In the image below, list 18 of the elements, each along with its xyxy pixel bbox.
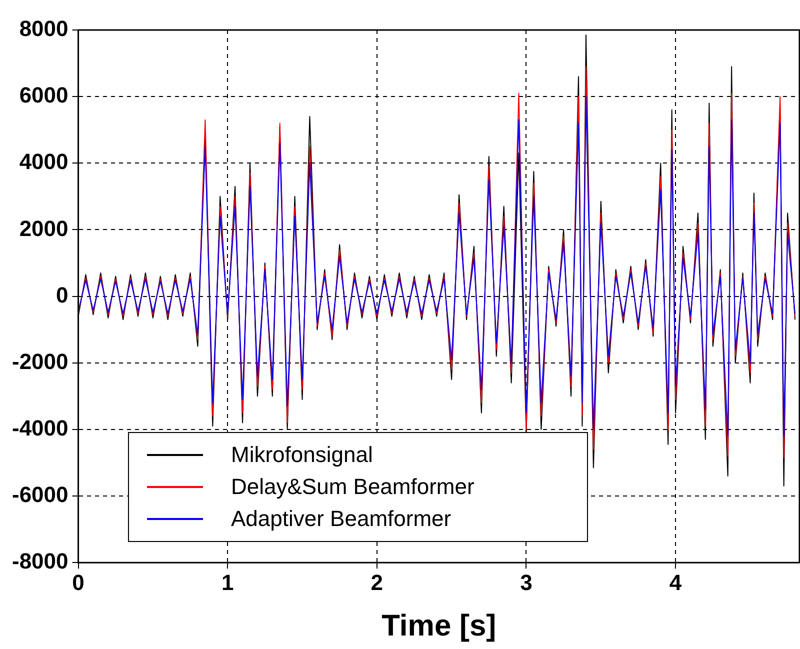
y-tick-label: 0 — [56, 282, 68, 308]
y-tick-label: 4000 — [19, 149, 68, 174]
x-tick-label: 2 — [370, 570, 384, 595]
legend-label: Delay&Sum Beamformer — [231, 474, 474, 500]
y-tick-label: -2000 — [12, 348, 68, 374]
x-tick-label: 3 — [520, 570, 532, 595]
x-tick-label: 4 — [669, 570, 682, 595]
y-tick-label: 2000 — [19, 216, 68, 241]
y-tick-label: -6000 — [12, 482, 68, 508]
x-tick-label: 1 — [221, 570, 234, 595]
legend-label: Adaptiver Beamformer — [231, 506, 452, 532]
y-tick-label: -8000 — [12, 548, 68, 574]
x-tick-label: 0 — [72, 570, 84, 595]
y-tick-label: 6000 — [19, 82, 68, 108]
legend-label: Mikrofonsignal — [231, 442, 373, 468]
y-tick-label: -4000 — [12, 416, 68, 441]
y-tick-label: 8000 — [19, 16, 68, 42]
x-axis-title: Time [s] — [382, 609, 496, 642]
